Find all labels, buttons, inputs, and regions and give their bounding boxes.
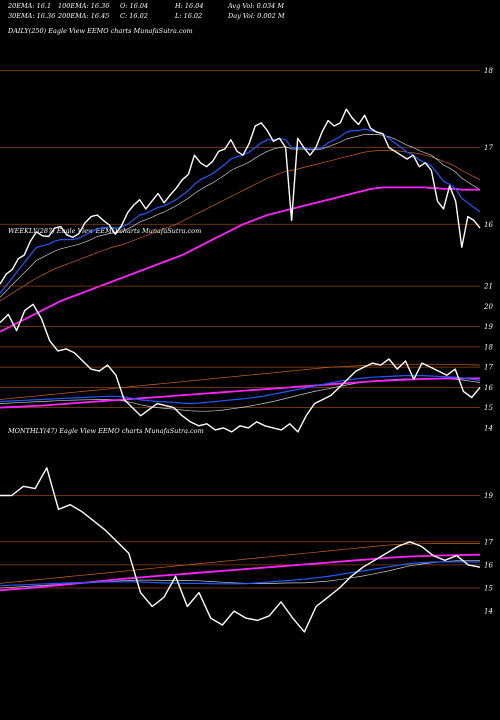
weekly-y-tick-18: 18 <box>484 343 493 351</box>
weekly-y-tick-14: 14 <box>484 424 493 432</box>
weekly-ema_white_thin-line <box>0 378 481 412</box>
monthly-y-tick-14: 14 <box>484 608 493 616</box>
weekly-y-tick-15: 15 <box>484 404 493 412</box>
monthly-ema_blue-line <box>0 561 480 587</box>
weekly-y-tick-19: 19 <box>484 323 493 331</box>
header-row-1-item-1: 20EMA: 16.1 <box>8 2 52 10</box>
monthly-ema_orange-line <box>0 543 480 584</box>
daily-price-line <box>0 108 481 285</box>
header-row-2-item-3: C: 16.02 <box>120 12 148 20</box>
monthly-y-tick-17: 17 <box>484 538 493 546</box>
weekly-y-tick-20: 20 <box>483 303 493 311</box>
daily-ema20-line <box>0 128 481 294</box>
monthly-panel-label: MONTHLY(47) Eagle View EEMO charts Munaf… <box>8 427 204 435</box>
daily-ema100-line <box>0 150 481 302</box>
weekly-y-tick-21: 21 <box>483 283 493 291</box>
weekly-y-tick-17: 17 <box>484 364 493 372</box>
monthly-price-line <box>0 467 481 633</box>
weekly-panel-label: WEEKLY(287) Eagle View EEMO charts Munaf… <box>8 227 202 235</box>
header-row-1-item-5: Avg Vol: 0.034 M <box>228 2 285 10</box>
weekly-ema_blue-line <box>0 375 481 405</box>
header-row-2-item-4: L: 16.02 <box>175 12 203 20</box>
weekly-ema_magenta-line <box>0 377 480 409</box>
daily-y-tick-17: 17 <box>484 144 493 152</box>
monthly-y-tick-16: 16 <box>484 561 493 569</box>
monthly-y-tick-19: 19 <box>484 492 493 500</box>
header-row-2-item-5: Day Vol: 0.002 M <box>228 12 285 20</box>
daily-panel-label: DAILY(250) Eagle View EEMO charts Munafa… <box>8 27 193 35</box>
header-row-1-item-4: H: 16.04 <box>175 2 204 10</box>
daily-ema200-line <box>0 186 480 333</box>
weekly-y-tick-16: 16 <box>484 384 493 392</box>
daily-y-tick-18: 18 <box>484 67 493 75</box>
header-row-1-item-2: 100EMA: 16.36 <box>58 2 110 10</box>
daily-ema30-line <box>0 134 481 298</box>
weekly-ema_orange-line <box>0 363 481 400</box>
monthly-y-tick-15: 15 <box>484 585 493 593</box>
daily-y-tick-16: 16 <box>484 221 493 229</box>
header-row-1-item-3: O: 16.04 <box>120 2 149 10</box>
header-row-2-item-2: 200EMA: 16.45 <box>58 12 110 20</box>
header-row-2-item-1: 30EMA: 16.36 <box>8 12 56 20</box>
weekly-price-line <box>0 303 481 433</box>
